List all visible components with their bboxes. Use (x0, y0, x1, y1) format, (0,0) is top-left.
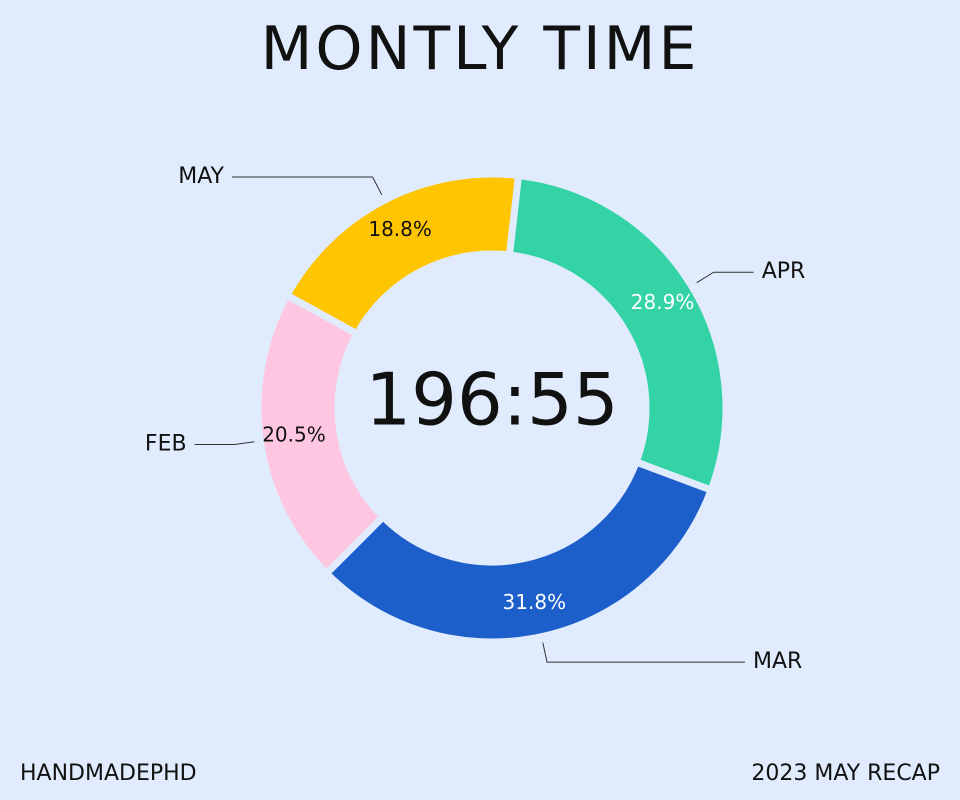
slice-mar (321, 457, 716, 646)
category-label-may: MAY (178, 164, 224, 189)
percent-labels: 28.9% 31.8% 20.5% 18.8% (262, 217, 694, 614)
category-label-feb: FEB (145, 432, 187, 457)
category-labels: APR MAR FEB MAY (145, 164, 805, 674)
slice-may (282, 170, 523, 339)
slice-apr (505, 171, 730, 495)
leader-lines (194, 176, 754, 663)
footer-brand: HANDMADEPHD (20, 761, 197, 786)
percent-label-apr: 28.9% (631, 290, 695, 314)
chart-title: MONTLY TIME (260, 14, 700, 84)
category-label-apr: APR (762, 259, 806, 284)
category-label-mar: MAR (753, 649, 802, 674)
leader-line-apr (696, 271, 754, 284)
center-total: 196:55 (365, 358, 618, 442)
percent-label-mar: 31.8% (503, 590, 567, 614)
donut-slices (254, 170, 730, 646)
leader-line-feb (194, 441, 255, 446)
leader-line-mar (542, 642, 745, 663)
footer-recap: 2023 MAY RECAP (751, 761, 940, 786)
percent-label-may: 18.8% (368, 217, 432, 241)
percent-label-feb: 20.5% (262, 423, 326, 447)
leader-line-may (232, 176, 383, 196)
